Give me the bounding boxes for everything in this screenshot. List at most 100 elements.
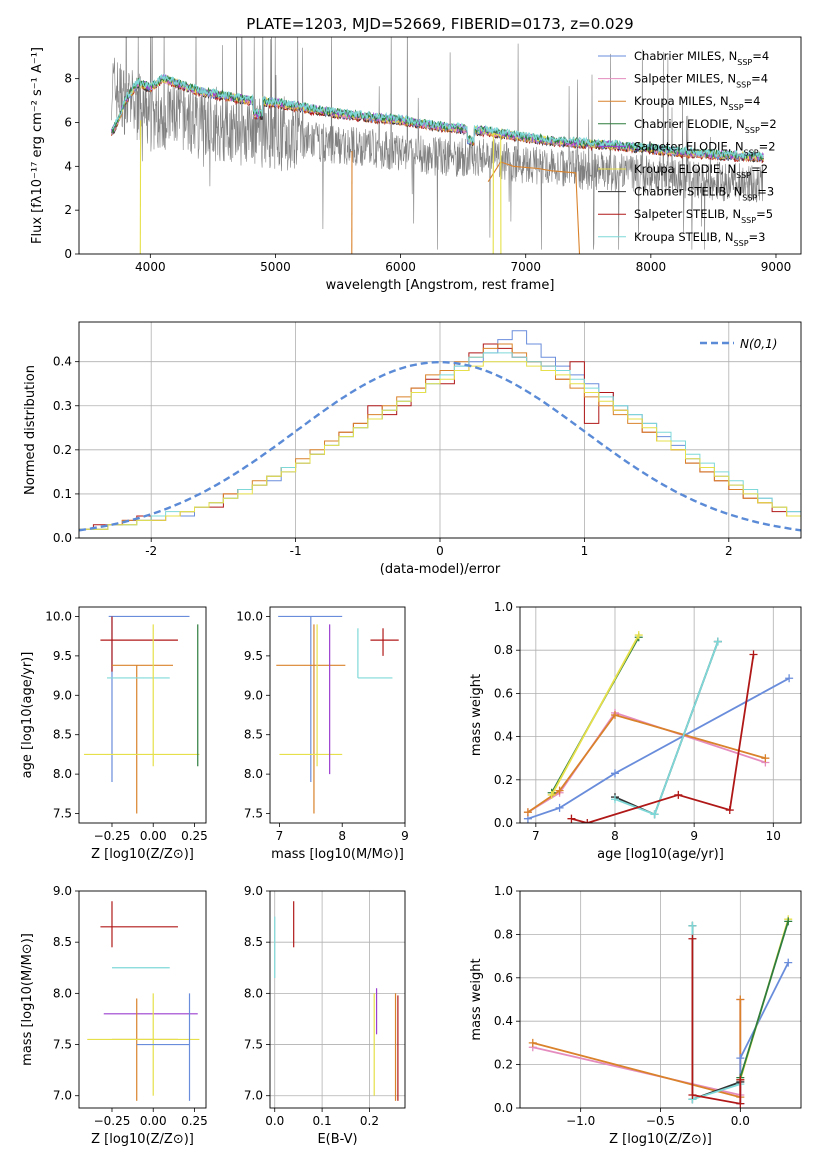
y-tick-label: 2 [64, 203, 72, 217]
axes: 7 8 9 7.5 8.0 8.5 9.0 9.5 10.0 mass [log10(M/M⊙)] [236, 606, 409, 862]
y-tick-label: 0.2 [494, 1058, 513, 1072]
y-tick-label: 0.8 [494, 643, 513, 657]
legend-subscript: SSP [736, 171, 751, 180]
y-tick-label: 0.0 [494, 1101, 513, 1115]
weight-line [571, 654, 755, 823]
axes-frame [78, 890, 207, 1109]
x-tick-label: 0.00 [140, 1114, 167, 1128]
weight-marker [610, 711, 619, 719]
x-tick-label: 10 [766, 829, 781, 843]
legend-entry: Kroupa STELIB, NSSP=3 [634, 230, 765, 248]
y-tick-label: 8.0 [244, 767, 263, 781]
plot-area [83, 615, 200, 814]
y-tick-label: 0.3 [53, 399, 72, 413]
weight-line [614, 641, 719, 816]
x-tick-label: 9 [690, 829, 698, 843]
y-tick-label: 9.0 [244, 884, 263, 898]
weight-line [532, 999, 742, 1099]
legend-subscript: SSP [745, 125, 760, 134]
x-tick-label: 0.1 [313, 1114, 332, 1128]
weight-marker [610, 795, 619, 804]
histogram-panel: -2 -1 0 1 2 0.0 0.1 0.2 0.3 0.4 (data-model)/error… [23, 321, 802, 577]
x-tick-label: 8000 [636, 260, 667, 274]
axes: 7 8 9 10 0.0 0.2 0.4 0.6 0.8 1.0 age [log10(age/yr… [469, 600, 802, 862]
weight-marker [567, 814, 576, 823]
legend-nssp: =2 [759, 139, 776, 153]
x-tick-label: 8 [338, 829, 346, 843]
weight-line [691, 925, 741, 1101]
plot-area [111, 37, 764, 254]
legend-subscript: SSP [741, 216, 756, 225]
y-tick-label: 7.0 [53, 1089, 72, 1103]
legend-nssp: =4 [752, 49, 769, 63]
x-axis-label: mass [log10(M/M⊙)] [271, 847, 404, 862]
weight-marker [634, 631, 643, 640]
weight-marker [523, 808, 532, 817]
legend-entry: Chabrier ELODIE, NSSP=2 [634, 117, 777, 135]
weight-marker [713, 637, 722, 646]
x-tick-label: 4000 [135, 260, 166, 274]
x-tick-label: 1 [581, 544, 589, 558]
weight-line [691, 925, 741, 1101]
x-tick-label: −1.0 [566, 1114, 595, 1128]
y-tick-label: 1.0 [494, 600, 513, 614]
y-tick-label: 8.5 [244, 935, 263, 949]
weight-marker [725, 806, 734, 815]
y-tick-label: 10.0 [236, 609, 263, 623]
legend-entry: Salpeter STELIB, NSSP=5 [634, 207, 773, 225]
legend-nssp: =2 [751, 162, 768, 176]
y-tick-label: 9.5 [53, 649, 72, 663]
y-tick-label: 9.0 [53, 688, 72, 702]
axes-frame [519, 890, 802, 1109]
y-tick-label: 0.2 [53, 443, 72, 457]
weight-line [614, 641, 719, 816]
grid [79, 322, 801, 539]
x-tick-label: 0.25 [181, 829, 208, 843]
legend-nssp: =3 [757, 185, 774, 199]
weight-marker [583, 819, 592, 823]
model-spectrum-line [111, 73, 764, 160]
weight-marker [688, 934, 697, 943]
y-tick-label: 0.1 [53, 487, 72, 501]
age-mass-panel: 7 8 9 7.5 8.0 8.5 9.0 9.5 10.0 mass [log10(M/M⊙)] [236, 606, 409, 862]
axes-frame [78, 36, 802, 255]
weight-marker [736, 995, 745, 1004]
weight-marker [555, 803, 564, 812]
mass-ebv-panel: 0.0 0.1 0.2 7.0 7.5 8.0 8.5 9.0 E(B-V) [244, 884, 406, 1147]
plot-area [528, 915, 793, 1108]
legend-subscript: SSP [744, 148, 759, 157]
legend-entry: N(0,1) [740, 337, 777, 351]
y-axis-label: mass weight [469, 674, 484, 756]
y-tick-label: 8.5 [53, 728, 72, 742]
weight-marker [785, 674, 794, 683]
x-tick-label: 0 [436, 544, 444, 558]
x-tick-label: -1 [290, 544, 302, 558]
x-axis-label: Z [log10(Z/Z⊙)] [91, 1132, 194, 1147]
weight-marker [528, 1038, 537, 1047]
x-tick-label: 8 [611, 829, 619, 843]
x-tick-label: 7 [276, 829, 284, 843]
plot-area [87, 901, 200, 1101]
legend-entry: Kroupa MILES, NSSP=4 [634, 94, 760, 112]
axes: −0.25 0.00 0.25 7.0 7.5 8.0 8.5 9.0 Z [log10(Z/Z… [20, 884, 208, 1147]
axes: −0.25 0.00 0.25 7.5 8.0 8.5 9.0 9.5 10.0 Z [log10… [20, 606, 208, 862]
axes: 0.0 0.1 0.2 7.0 7.5 8.0 8.5 9.0 E(B-V) [244, 884, 406, 1147]
age-z-panel: −0.25 0.00 0.25 7.5 8.0 8.5 9.0 9.5 10.0 Z [log10… [20, 606, 208, 862]
y-tick-label: 9.0 [53, 884, 72, 898]
y-tick-label: 0.2 [494, 773, 513, 787]
y-tick-label: 7.0 [244, 1089, 263, 1103]
y-axis-label: mass [log10(M/M⊙)] [20, 933, 35, 1066]
legend-subscript: SSP [729, 103, 744, 112]
axes-frame [269, 606, 406, 824]
y-tick-label: 8.5 [244, 728, 263, 742]
axes: -2 -1 0 1 2 0.0 0.1 0.2 0.3 0.4 (data-model)/error… [23, 321, 802, 577]
x-tick-label: 0.0 [265, 1114, 284, 1128]
plot-area [276, 615, 399, 814]
legend-entry: Chabrier STELIB, NSSP=3 [634, 185, 774, 203]
y-tick-label: 0.4 [494, 1014, 513, 1028]
x-tick-label: 9 [401, 829, 409, 843]
x-axis-label: wavelength [Angstrom, rest frame] [326, 278, 555, 293]
weight-z-panel: −1.0 −0.5 0.0 0.0 0.2 0.4 0.6 0.8 1.0 Z [log10(Z/… [469, 884, 802, 1147]
weight-line [550, 634, 640, 796]
